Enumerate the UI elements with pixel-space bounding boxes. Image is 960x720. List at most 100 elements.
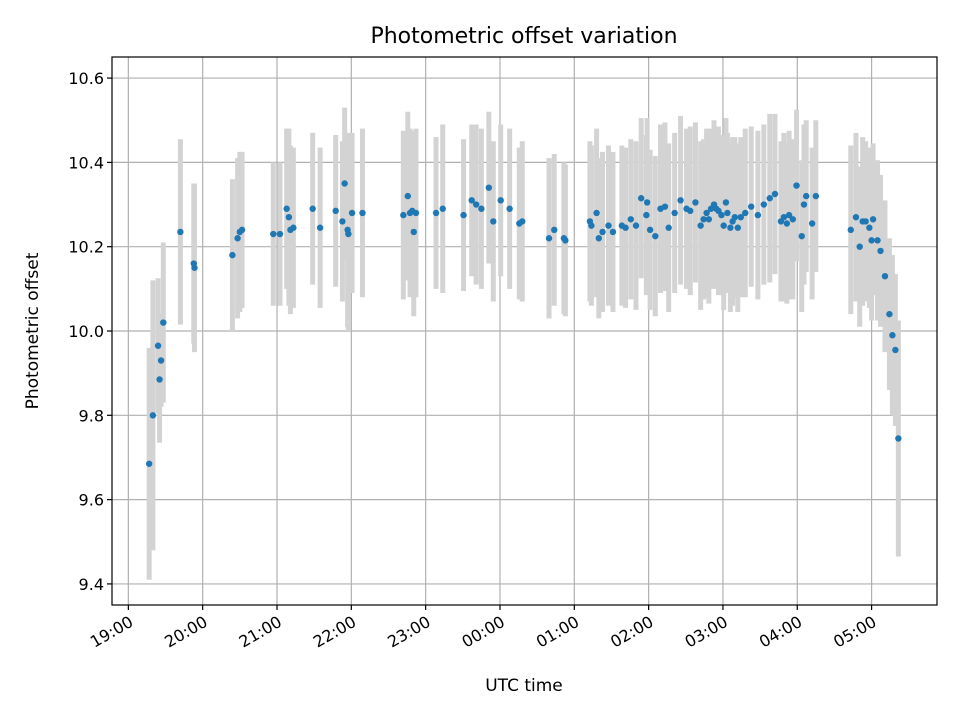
data-point [692,199,699,206]
data-point [595,235,603,242]
data-point [671,209,678,217]
x-tick-label: 04:00 [756,612,805,652]
data-points [145,180,902,467]
data-point [895,435,902,442]
x-tick-label: 19:00 [87,612,136,652]
data-point [238,226,246,234]
data-point [177,228,184,236]
data-point [154,342,162,349]
data-point [519,218,526,225]
data-point [785,211,793,219]
data-point [157,357,165,364]
y-tick-label: 10.4 [68,153,104,172]
x-tick-label: 23:00 [384,612,433,652]
data-point [754,211,762,219]
data-point [874,237,881,244]
data-point [545,235,553,242]
data-point [800,201,808,208]
data-point [700,216,707,223]
data-point [802,192,810,200]
data-point [345,230,352,238]
x-tick-label: 01:00 [533,612,582,652]
data-point [643,199,651,206]
data-point [646,226,654,234]
grid [112,57,937,605]
data-point [588,222,595,229]
data-point [866,224,873,231]
data-point [780,213,788,221]
data-point [665,224,672,231]
y-axis-label: Photometric offset [23,252,43,409]
data-point [661,203,669,210]
data-point [720,222,727,229]
x-tick-label: 05:00 [830,612,879,652]
data-point [485,184,493,191]
data-point [332,207,339,215]
data-point [703,209,710,217]
data-point [160,319,167,326]
data-point [862,218,869,225]
y-tick-label: 10.6 [68,69,104,88]
x-tick-label: 00:00 [459,612,508,652]
error-bars [146,107,901,580]
data-point [793,182,800,189]
data-point [877,247,884,255]
data-point [497,197,504,204]
data-point [359,209,366,217]
data-point [439,205,446,212]
data-point [747,203,755,210]
x-tick-label: 02:00 [607,612,656,652]
data-point [490,218,497,225]
data-point [632,222,640,229]
x-tick-label: 21:00 [236,612,285,652]
data-point [290,224,297,231]
data-point [789,216,797,223]
data-point [637,195,645,202]
data-point [627,216,634,223]
data-point [705,216,713,223]
data-point [697,222,704,229]
data-point [605,222,612,229]
data-point [478,205,485,212]
data-point [892,346,899,354]
data-point [766,195,773,202]
data-point [869,216,877,223]
data-point [609,228,617,236]
data-point [677,197,684,204]
data-point [881,273,889,280]
y-tick-label: 9.6 [79,491,104,510]
data-point [771,190,779,198]
data-point [551,226,558,234]
data-point [731,213,739,221]
data-point [412,209,420,217]
data-point [724,209,731,217]
data-point [742,209,749,217]
data-point [270,230,277,238]
x-axis-label: UTC time [485,676,563,696]
data-point [687,207,694,215]
data-point [156,376,163,383]
y-axis: 9.4 9.6 9.8 10.0 10.2 10.4 10.6 [68,69,112,594]
data-point [234,235,241,242]
data-point [727,224,734,231]
data-point [868,237,875,244]
data-point [348,209,356,217]
data-point [191,264,198,271]
data-point [622,224,629,231]
data-point [798,232,805,240]
chart-title: Photometric offset variation [370,24,677,49]
data-point [229,251,236,259]
y-tick-label: 9.8 [79,406,104,425]
data-point [643,211,650,219]
data-point [316,224,324,231]
data-point [718,211,725,219]
data-point [847,226,854,234]
data-point [285,213,293,221]
y-tick-label: 10.0 [68,322,104,341]
data-point [283,205,290,212]
data-point [737,213,744,221]
data-point [506,205,513,212]
data-point [404,192,412,200]
data-point [149,412,157,419]
